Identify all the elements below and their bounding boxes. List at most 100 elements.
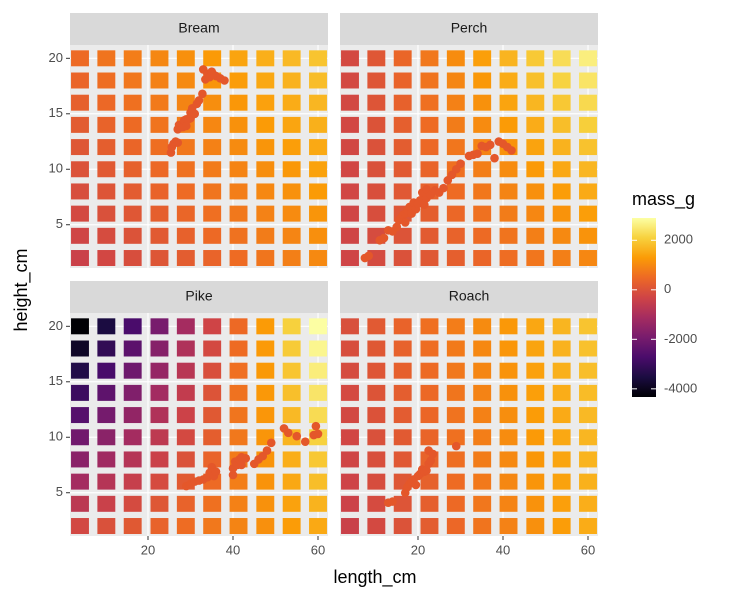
- tile: [229, 318, 248, 335]
- tile: [229, 161, 248, 178]
- tile: [176, 451, 195, 468]
- tile: [499, 72, 518, 89]
- tile: [552, 139, 571, 156]
- tile: [229, 340, 248, 357]
- tile: [579, 139, 597, 156]
- y-tick-label: 10: [49, 429, 63, 444]
- tile: [309, 139, 327, 156]
- tile: [579, 183, 597, 200]
- tile: [71, 50, 89, 67]
- tile: [552, 72, 571, 89]
- tile: [309, 384, 327, 401]
- tile: [123, 384, 142, 401]
- legend-label: -2000: [664, 331, 697, 346]
- tile: [309, 495, 327, 512]
- tile: [150, 161, 169, 178]
- tile: [446, 407, 465, 424]
- tile: [499, 473, 518, 490]
- tile: [341, 183, 359, 200]
- tile: [309, 451, 327, 468]
- tile: [123, 451, 142, 468]
- strip-label: Pike: [185, 288, 212, 304]
- tile: [499, 429, 518, 446]
- tile: [256, 161, 275, 178]
- tile: [420, 72, 439, 89]
- strip: [70, 13, 328, 45]
- tile: [309, 161, 327, 178]
- tile: [420, 227, 439, 244]
- tile: [579, 205, 597, 222]
- tile: [229, 429, 248, 446]
- tile: [552, 318, 571, 335]
- point: [220, 76, 229, 85]
- tile: [341, 116, 359, 133]
- tile: [309, 318, 327, 335]
- tile: [123, 407, 142, 424]
- x-tick-label: 60: [311, 542, 325, 557]
- tile: [579, 362, 597, 379]
- tile: [309, 205, 327, 222]
- tile: [150, 451, 169, 468]
- tile: [256, 183, 275, 200]
- tile: [309, 362, 327, 379]
- tile: [526, 139, 545, 156]
- tile: [499, 94, 518, 111]
- tile: [150, 227, 169, 244]
- tile: [393, 116, 412, 133]
- tile: [341, 340, 359, 357]
- tile: [123, 429, 142, 446]
- tile: [446, 139, 465, 156]
- point: [313, 429, 323, 439]
- tile: [229, 227, 248, 244]
- tile: [176, 50, 195, 67]
- tile: [552, 183, 571, 200]
- tile: [123, 362, 142, 379]
- tile: [203, 318, 222, 335]
- tile: [552, 384, 571, 401]
- tile: [552, 451, 571, 468]
- tile: [393, 50, 412, 67]
- tile: [473, 227, 492, 244]
- tile: [203, 205, 222, 222]
- tile: [420, 340, 439, 357]
- tile: [97, 407, 116, 424]
- tile: [341, 161, 359, 178]
- tile: [367, 451, 386, 468]
- tile: [229, 518, 248, 535]
- tile: [256, 518, 275, 535]
- tile: [552, 50, 571, 67]
- tile: [71, 473, 89, 490]
- tile: [309, 518, 327, 535]
- tile: [526, 50, 545, 67]
- tile: [203, 429, 222, 446]
- tile: [229, 205, 248, 222]
- tile: [420, 50, 439, 67]
- tile: [473, 495, 492, 512]
- tile: [71, 205, 89, 222]
- tile: [97, 50, 116, 67]
- tile: [526, 518, 545, 535]
- tile: [526, 318, 545, 335]
- tile: [256, 205, 275, 222]
- tile: [393, 407, 412, 424]
- tile: [499, 318, 518, 335]
- tile: [97, 116, 116, 133]
- tile: [123, 250, 142, 267]
- tile: [123, 139, 142, 156]
- point: [420, 200, 429, 210]
- tile: [367, 116, 386, 133]
- tile: [150, 473, 169, 490]
- tile: [367, 50, 386, 67]
- tile: [367, 518, 386, 535]
- tile: [446, 205, 465, 222]
- tile: [552, 495, 571, 512]
- tile: [446, 340, 465, 357]
- point: [456, 159, 465, 169]
- tile: [150, 139, 169, 156]
- tile: [203, 227, 222, 244]
- tile: [473, 362, 492, 379]
- tile: [71, 72, 89, 89]
- point: [266, 438, 276, 448]
- tile: [282, 205, 301, 222]
- tile: [420, 407, 439, 424]
